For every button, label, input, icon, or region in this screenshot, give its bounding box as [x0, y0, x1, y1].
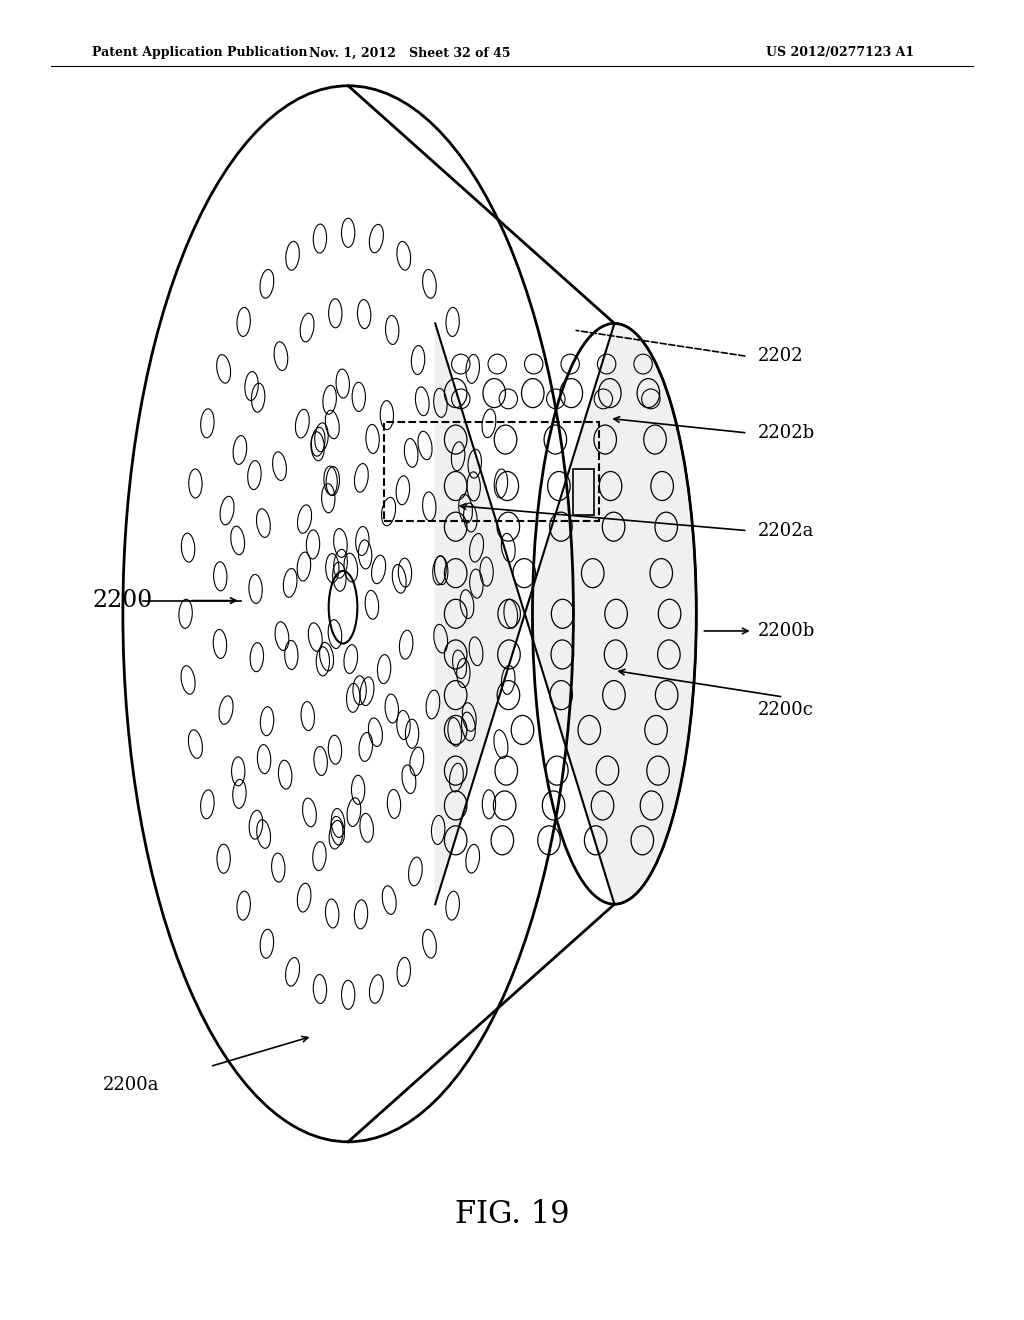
Text: 2202: 2202 [758, 347, 804, 366]
Text: 2200: 2200 [92, 589, 153, 612]
Text: US 2012/0277123 A1: US 2012/0277123 A1 [766, 46, 913, 59]
Text: FIG. 19: FIG. 19 [455, 1199, 569, 1230]
Polygon shape [435, 323, 696, 904]
Text: 2200c: 2200c [758, 701, 814, 719]
Text: Patent Application Publication: Patent Application Publication [92, 46, 307, 59]
Text: 2200a: 2200a [102, 1076, 159, 1094]
Text: 2202a: 2202a [758, 521, 814, 540]
Text: 2202b: 2202b [758, 424, 815, 442]
Text: 2200b: 2200b [758, 622, 815, 640]
Text: Nov. 1, 2012   Sheet 32 of 45: Nov. 1, 2012 Sheet 32 of 45 [309, 46, 510, 59]
